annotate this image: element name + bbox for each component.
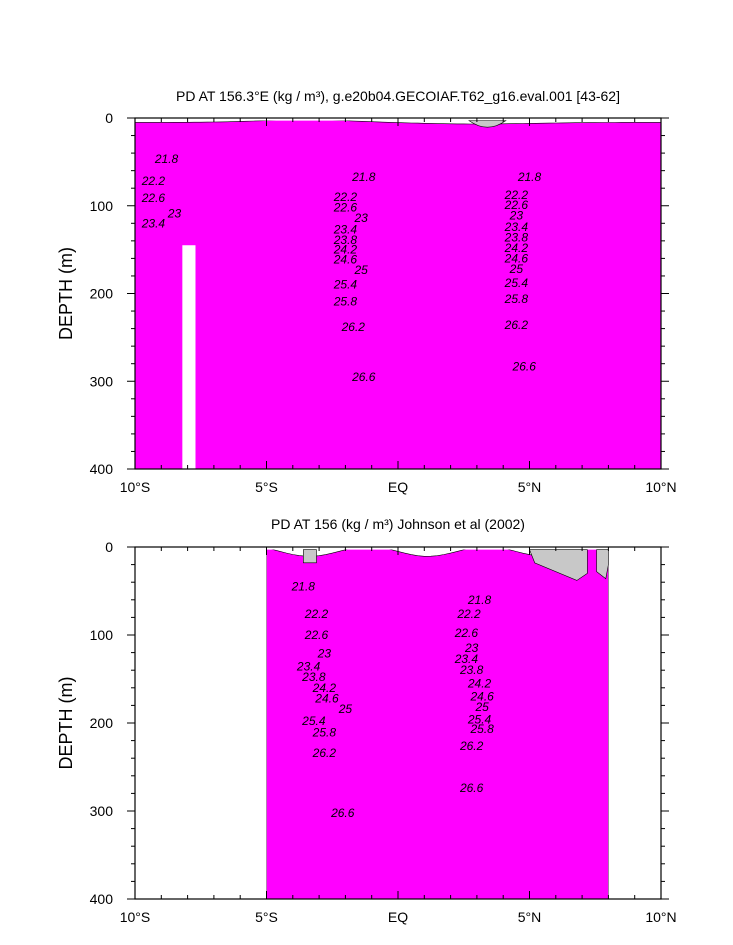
contour-label: 23 bbox=[167, 207, 182, 221]
contour-label: 23 bbox=[317, 646, 332, 660]
contour-label: 24.2 bbox=[504, 241, 529, 255]
x-tick-label: 10°S bbox=[120, 909, 151, 925]
contour-label: 25.8 bbox=[333, 294, 358, 308]
x-tick-label: 5°N bbox=[518, 479, 542, 495]
contour-label: 23 bbox=[509, 208, 524, 222]
y-tick-label: 400 bbox=[90, 461, 114, 477]
y-tick-label: 0 bbox=[105, 539, 113, 555]
chart-title: PD AT 156 (kg / m³) Johnson et al (2002) bbox=[271, 516, 525, 532]
missing-data-patch bbox=[529, 549, 588, 581]
contour-label: 22.6 bbox=[304, 628, 329, 642]
contour-band bbox=[135, 120, 661, 469]
contour-label: 23.4 bbox=[504, 220, 529, 234]
contour-label: 23 bbox=[354, 211, 369, 225]
contour-label: 22.6 bbox=[141, 191, 166, 205]
contour-label: 25 bbox=[338, 702, 353, 716]
contour-label: 25 bbox=[474, 700, 489, 714]
missing-data-column bbox=[182, 245, 196, 469]
contour-label: 21.8 bbox=[467, 593, 492, 607]
y-tick-label: 200 bbox=[90, 715, 114, 731]
contour-label: 23.8 bbox=[504, 230, 529, 244]
y-tick-label: 0 bbox=[105, 110, 113, 126]
y-axis-title: DEPTH (m) bbox=[56, 247, 76, 340]
y-tick-label: 100 bbox=[90, 627, 114, 643]
missing-data-patch bbox=[468, 120, 507, 128]
contour-label: 24.6 bbox=[469, 690, 494, 704]
contour-label: 22.2 bbox=[304, 607, 329, 621]
contour-label: 23.8 bbox=[301, 670, 326, 684]
contour-label: 26.6 bbox=[330, 806, 355, 820]
missing-data-patch bbox=[596, 549, 609, 580]
contour-label: 26.6 bbox=[351, 370, 376, 384]
contour-label: 21.8 bbox=[351, 170, 376, 184]
contour-label: 23.4 bbox=[296, 660, 321, 674]
contour-label: 24.6 bbox=[333, 252, 358, 266]
x-tick-label: 5°S bbox=[255, 479, 278, 495]
contour-label: 26.2 bbox=[341, 320, 366, 334]
chart-title: PD AT 156.3°E (kg / m³), g.e20b04.GECOIA… bbox=[176, 88, 620, 104]
contour-label: 22.2 bbox=[504, 188, 529, 202]
contour-label: 22.6 bbox=[504, 198, 529, 212]
y-tick-label: 400 bbox=[90, 891, 114, 907]
y-tick-label: 100 bbox=[90, 198, 114, 214]
x-tick-label: 10°N bbox=[645, 479, 676, 495]
chart-top: 21.821.8 21.822.222.62323.422.222.62323.4… bbox=[56, 88, 677, 495]
contour-label: 22.2 bbox=[333, 190, 358, 204]
contour-label: 26.6 bbox=[459, 781, 484, 795]
contour-label: 25.4 bbox=[333, 278, 358, 292]
contour-label: 23.8 bbox=[459, 663, 484, 677]
contour-label: 25.4 bbox=[467, 712, 492, 726]
contour-label: 23.4 bbox=[333, 222, 358, 236]
contour-label: 25.4 bbox=[301, 714, 326, 728]
x-tick-label: 10°N bbox=[645, 909, 676, 925]
contour-label: 25 bbox=[509, 262, 524, 276]
contour-label: 23.4 bbox=[141, 216, 166, 230]
contour-label: 21.8 bbox=[291, 580, 316, 594]
contour-label: 24.2 bbox=[467, 676, 492, 690]
x-tick-label: 10°S bbox=[120, 479, 151, 495]
contour-label: 22.2 bbox=[456, 607, 481, 621]
y-tick-label: 200 bbox=[90, 286, 114, 302]
contour-label: 23 bbox=[464, 641, 479, 655]
contour-label: 25.8 bbox=[469, 722, 494, 736]
chart-bottom: 21.822.222.62323.423.824.224.62525.425.8… bbox=[56, 516, 677, 925]
contour-field bbox=[266, 549, 609, 899]
contour-label: 23.8 bbox=[333, 233, 358, 247]
contour-label: 25.8 bbox=[504, 292, 529, 306]
contour-label: 26.6 bbox=[512, 359, 537, 373]
contour-label: 22.6 bbox=[454, 626, 479, 640]
x-tick-label: EQ bbox=[388, 909, 408, 925]
contour-field bbox=[135, 120, 661, 469]
contour-label: 26.2 bbox=[312, 746, 337, 760]
y-tick-label: 300 bbox=[90, 373, 114, 389]
contour-label: 22.6 bbox=[333, 201, 358, 215]
contour-label: 26.2 bbox=[504, 318, 529, 332]
contour-label: 24.6 bbox=[314, 691, 339, 705]
y-axis-title: DEPTH (m) bbox=[56, 677, 76, 770]
missing-data-patch bbox=[303, 549, 317, 564]
contour-label: 21.8 bbox=[154, 152, 179, 166]
contour-label: 24.2 bbox=[333, 243, 358, 257]
contour-label: 21.8 bbox=[517, 170, 542, 184]
contour-label: 25.8 bbox=[312, 726, 337, 740]
contour-label: 26.2 bbox=[459, 739, 484, 753]
x-tick-label: 5°N bbox=[518, 909, 542, 925]
y-tick-label: 300 bbox=[90, 803, 114, 819]
contour-label: 25 bbox=[354, 263, 369, 277]
contour-label: 24.6 bbox=[504, 251, 529, 265]
contour-label: 23.4 bbox=[454, 652, 479, 666]
contour-label: 25.4 bbox=[504, 276, 529, 290]
contour-label: 24.2 bbox=[312, 681, 337, 695]
x-tick-label: 5°S bbox=[255, 909, 278, 925]
x-tick-label: EQ bbox=[388, 479, 408, 495]
contour-label: 22.2 bbox=[141, 174, 166, 188]
